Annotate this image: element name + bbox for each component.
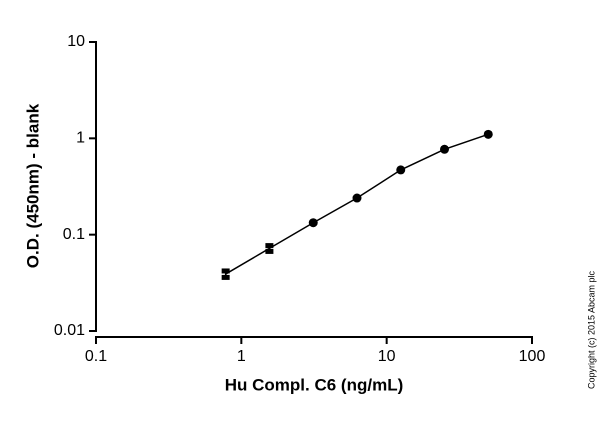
point (440, 144, 450, 154)
x-tick-label: 10 (378, 348, 396, 365)
error-cap (221, 274, 230, 280)
error-cap (265, 243, 274, 249)
x-tick-label: 0.1 (85, 348, 107, 365)
point (352, 193, 362, 203)
y-tick-label: 10 (67, 33, 85, 50)
point (308, 218, 318, 228)
x-axis-label: Hu Compl. C6 (ng/mL) (225, 375, 403, 394)
y-tick-label: 0.1 (63, 226, 85, 243)
copyright: Copyright (c) 2015 Abcam plc (586, 270, 596, 389)
y-axis-label: O.D. (450nm) - blank (23, 103, 42, 268)
curve (225, 133, 489, 275)
point (483, 129, 493, 139)
y-tick-label: 1 (76, 130, 85, 147)
x-tick-label: 100 (519, 348, 546, 365)
error-cap (221, 268, 230, 274)
point (396, 165, 406, 175)
y-tick-label: 0.01 (54, 322, 85, 339)
error-cap (265, 248, 274, 254)
x-tick-label: 1 (237, 348, 246, 365)
